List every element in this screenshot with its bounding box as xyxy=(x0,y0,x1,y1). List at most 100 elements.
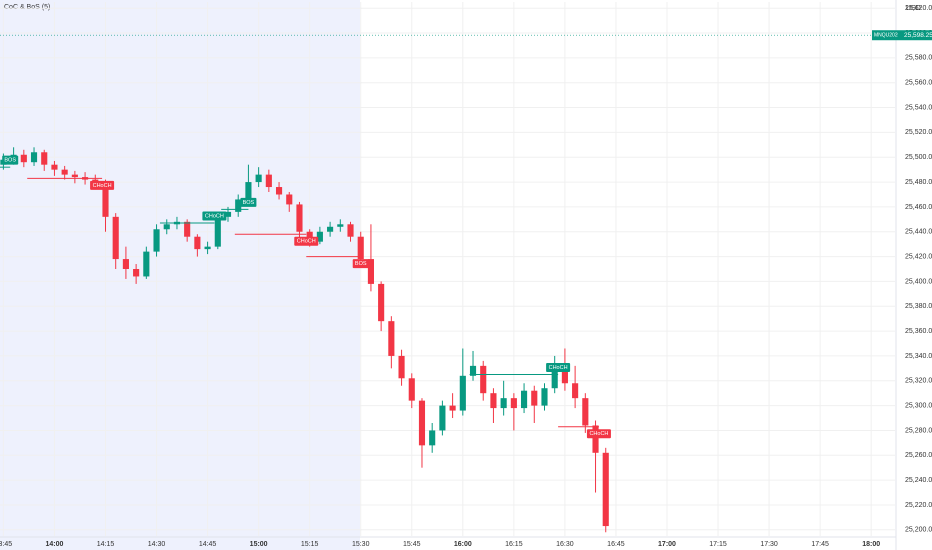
candle-body xyxy=(439,405,446,431)
candle-body xyxy=(163,224,170,230)
candle-body xyxy=(306,231,313,242)
structure-label: CHoCH xyxy=(589,431,608,437)
y-tick-label: 25,620.00 xyxy=(905,5,932,12)
x-tick-label: 13:45 xyxy=(0,541,12,548)
candle-body xyxy=(572,383,579,399)
candle-body xyxy=(286,194,293,205)
y-tick-label: 25,260.00 xyxy=(905,452,932,459)
x-tick-label: 15:45 xyxy=(403,541,421,548)
x-tick-label: 18:00 xyxy=(862,541,880,548)
candle-body xyxy=(418,400,426,446)
structure-tag xyxy=(2,155,19,165)
x-tick-label: 16:15 xyxy=(505,541,523,548)
y-tick-label: 25,460.00 xyxy=(905,204,932,211)
candle-body xyxy=(408,378,415,401)
y-tick-label: 25,220.00 xyxy=(905,502,932,509)
candle-body xyxy=(500,398,507,409)
candle-body xyxy=(194,236,201,250)
y-tick-label: 25,380.00 xyxy=(905,303,932,310)
x-tick-label: 17:00 xyxy=(658,541,676,548)
y-tick-label: 25,560.00 xyxy=(905,80,932,87)
y-tick-label: 25,440.00 xyxy=(905,229,932,236)
price-tag xyxy=(898,30,932,41)
candle-body xyxy=(480,365,487,394)
structure-tag xyxy=(202,211,227,221)
structure-label: BOS xyxy=(355,261,367,267)
candle-body xyxy=(531,390,538,406)
x-tick-label: 14:00 xyxy=(45,541,63,548)
y-tick-label: 25,400.00 xyxy=(905,278,932,285)
candle-body xyxy=(551,368,558,389)
candle-body xyxy=(296,204,303,232)
candle-body xyxy=(510,398,517,409)
structure-tag xyxy=(294,236,319,246)
candle-body xyxy=(459,375,466,411)
candle-body xyxy=(122,259,129,269)
candle-body xyxy=(214,216,221,247)
x-tick-label: 17:30 xyxy=(760,541,778,548)
candle-body xyxy=(30,152,38,163)
candle-body xyxy=(602,452,609,527)
y-tick-label: 25,200.00 xyxy=(905,527,932,534)
candle-body xyxy=(153,229,160,252)
candle-body xyxy=(327,226,334,232)
x-tick-label: 15:30 xyxy=(352,541,370,548)
structure-tag xyxy=(90,180,115,190)
candle-body xyxy=(582,398,589,426)
x-tick-label: 17:15 xyxy=(709,541,727,548)
y-tick-label: 25,240.00 xyxy=(905,477,932,484)
x-tick-label: 17:45 xyxy=(811,541,829,548)
session-shade xyxy=(0,0,360,550)
candle-body xyxy=(204,246,211,250)
y-tick-label: 25,500.00 xyxy=(905,154,932,161)
x-tick-label: 14:45 xyxy=(199,541,217,548)
structure-label: BOS xyxy=(4,158,16,164)
last-price-label: 25,598.25 xyxy=(904,32,932,39)
structure-tag xyxy=(352,259,369,269)
symbol-tag xyxy=(872,30,898,41)
structure-label: CHoCH xyxy=(549,365,568,371)
candle-body xyxy=(20,154,27,163)
candle-body xyxy=(61,169,68,175)
structure-tag xyxy=(586,429,611,439)
structure-tag xyxy=(546,363,571,373)
candle-body xyxy=(561,368,568,384)
candle-body xyxy=(235,199,242,212)
x-tick-label: 15:15 xyxy=(301,541,319,548)
candle-body xyxy=(592,425,599,453)
candle-body xyxy=(143,251,150,277)
candle-body xyxy=(316,231,323,242)
candle-body xyxy=(92,179,99,183)
candle-body xyxy=(398,355,405,379)
axis-unit: USD xyxy=(906,5,921,12)
x-tick-label: 16:45 xyxy=(607,541,625,548)
candle-body xyxy=(378,283,385,322)
x-tick-label: 14:15 xyxy=(97,541,115,548)
y-tick-label: 25,340.00 xyxy=(905,353,932,360)
x-tick-label: 16:00 xyxy=(454,541,472,548)
y-tick-label: 25,320.00 xyxy=(905,378,932,385)
x-tick-label: 15:00 xyxy=(250,541,268,548)
y-tick-label: 25,360.00 xyxy=(905,328,932,335)
candle-body xyxy=(224,211,232,217)
y-tick-label: 25,520.00 xyxy=(905,129,932,136)
candle-body xyxy=(245,182,252,200)
y-tick-label: 25,420.00 xyxy=(905,253,932,260)
candle-body xyxy=(490,393,497,409)
y-tick-label: 25,480.00 xyxy=(905,179,932,186)
candle-body xyxy=(337,224,344,227)
candle-body xyxy=(102,182,109,217)
candle-body xyxy=(255,174,262,183)
structure-label: BOS xyxy=(243,200,255,206)
candle-body xyxy=(449,405,456,411)
candle-body xyxy=(388,321,395,356)
x-tick-label: 16:30 xyxy=(556,541,574,548)
structure-tag xyxy=(240,197,257,207)
candle-body xyxy=(367,259,374,284)
y-tick-label: 25,300.00 xyxy=(905,402,932,409)
candle-body xyxy=(265,174,272,188)
candle-body xyxy=(112,216,119,260)
candle-body xyxy=(469,365,477,376)
candle-body xyxy=(133,269,140,277)
